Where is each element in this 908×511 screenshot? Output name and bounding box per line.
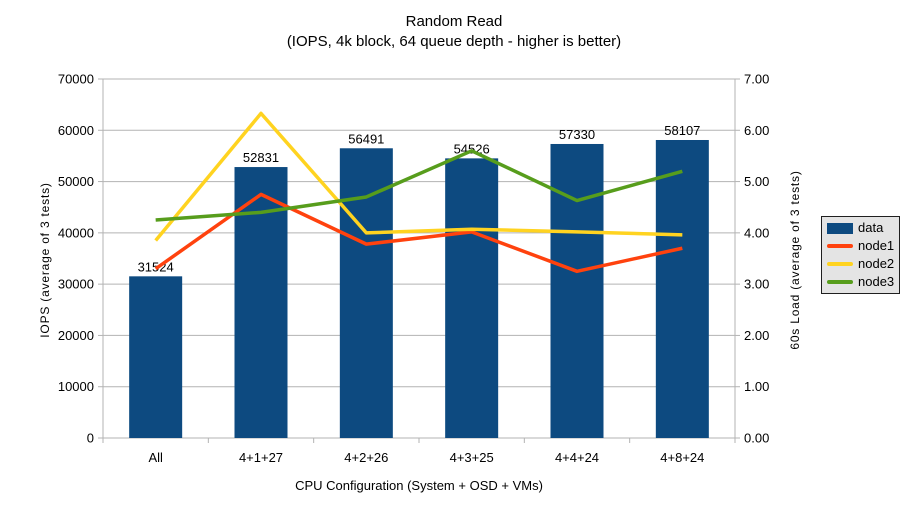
y-tick-label-left: 70000	[58, 72, 94, 87]
y-tick-label-right: 5.00	[744, 174, 769, 189]
legend-label-node1: node1	[858, 238, 895, 253]
y-tick-label-left: 30000	[58, 277, 94, 292]
y-tick-label-left: 0	[87, 431, 94, 446]
bar-All	[129, 276, 183, 438]
x-category-label: 4+8+24	[660, 450, 704, 465]
legend-item-node3: node3	[827, 275, 899, 289]
bar-4+3+25	[445, 158, 499, 439]
x-category-label: All	[148, 450, 163, 465]
y-axis-title-right: 60s Load (average of 3 tests)	[788, 170, 802, 350]
bar-4+4+24	[550, 143, 604, 438]
legend-swatch-node2	[827, 262, 853, 266]
legend-label-data: data	[858, 220, 884, 235]
legend-item-node2: node2	[827, 257, 899, 271]
bar-value-label: 57330	[559, 127, 595, 142]
y-tick-label-left: 10000	[58, 379, 94, 394]
y-tick-label-left: 50000	[58, 174, 94, 189]
y-tick-label-right: 7.00	[744, 72, 769, 87]
legend-item-data: data	[827, 221, 899, 235]
bar-value-label: 56491	[348, 131, 384, 146]
legend-item-node1: node1	[827, 239, 899, 253]
x-category-label: 4+3+25	[450, 450, 494, 465]
y-tick-label-left: 60000	[58, 123, 94, 138]
line-series-node1	[154, 192, 683, 274]
x-category-label: 4+1+27	[239, 450, 283, 465]
y-tick-label-right: 4.00	[744, 225, 769, 240]
x-axis-title: CPU Configuration (System + OSD + VMs)	[295, 478, 543, 493]
legend-swatch-node3	[827, 280, 853, 284]
x-category-label: 4+4+24	[555, 450, 599, 465]
legend-swatch-node1	[827, 244, 853, 248]
chart-title: Random Read	[405, 13, 503, 30]
legend-label-node3: node3	[858, 274, 895, 289]
y-axis-title-left: IOPS (average of 3 tests)	[38, 182, 52, 338]
bar-4+2+26	[339, 148, 393, 439]
bar-value-label: 52831	[243, 150, 279, 165]
x-category-label: 4+2+26	[344, 450, 388, 465]
line-series-node3	[155, 149, 683, 222]
line-series-node2	[154, 111, 683, 242]
legend-swatch-data	[827, 222, 853, 234]
bar-value-label: 54526	[454, 141, 490, 156]
y-tick-label-left: 40000	[58, 225, 94, 240]
y-tick-label-right: 0.00	[744, 431, 769, 446]
y-tick-label-left: 20000	[58, 328, 94, 343]
y-tick-label-right: 3.00	[744, 277, 769, 292]
legend: data node1 node2 node3	[821, 216, 900, 294]
bar-value-label: 58107	[664, 123, 700, 138]
y-tick-label-right: 1.00	[744, 379, 769, 394]
y-tick-label-right: 2.00	[744, 328, 769, 343]
y-tick-label-right: 6.00	[744, 123, 769, 138]
legend-label-node2: node2	[858, 256, 895, 271]
bar-4+8+24	[655, 139, 709, 439]
chart-subtitle: (IOPS, 4k block, 64 queue depth - higher…	[286, 33, 622, 50]
